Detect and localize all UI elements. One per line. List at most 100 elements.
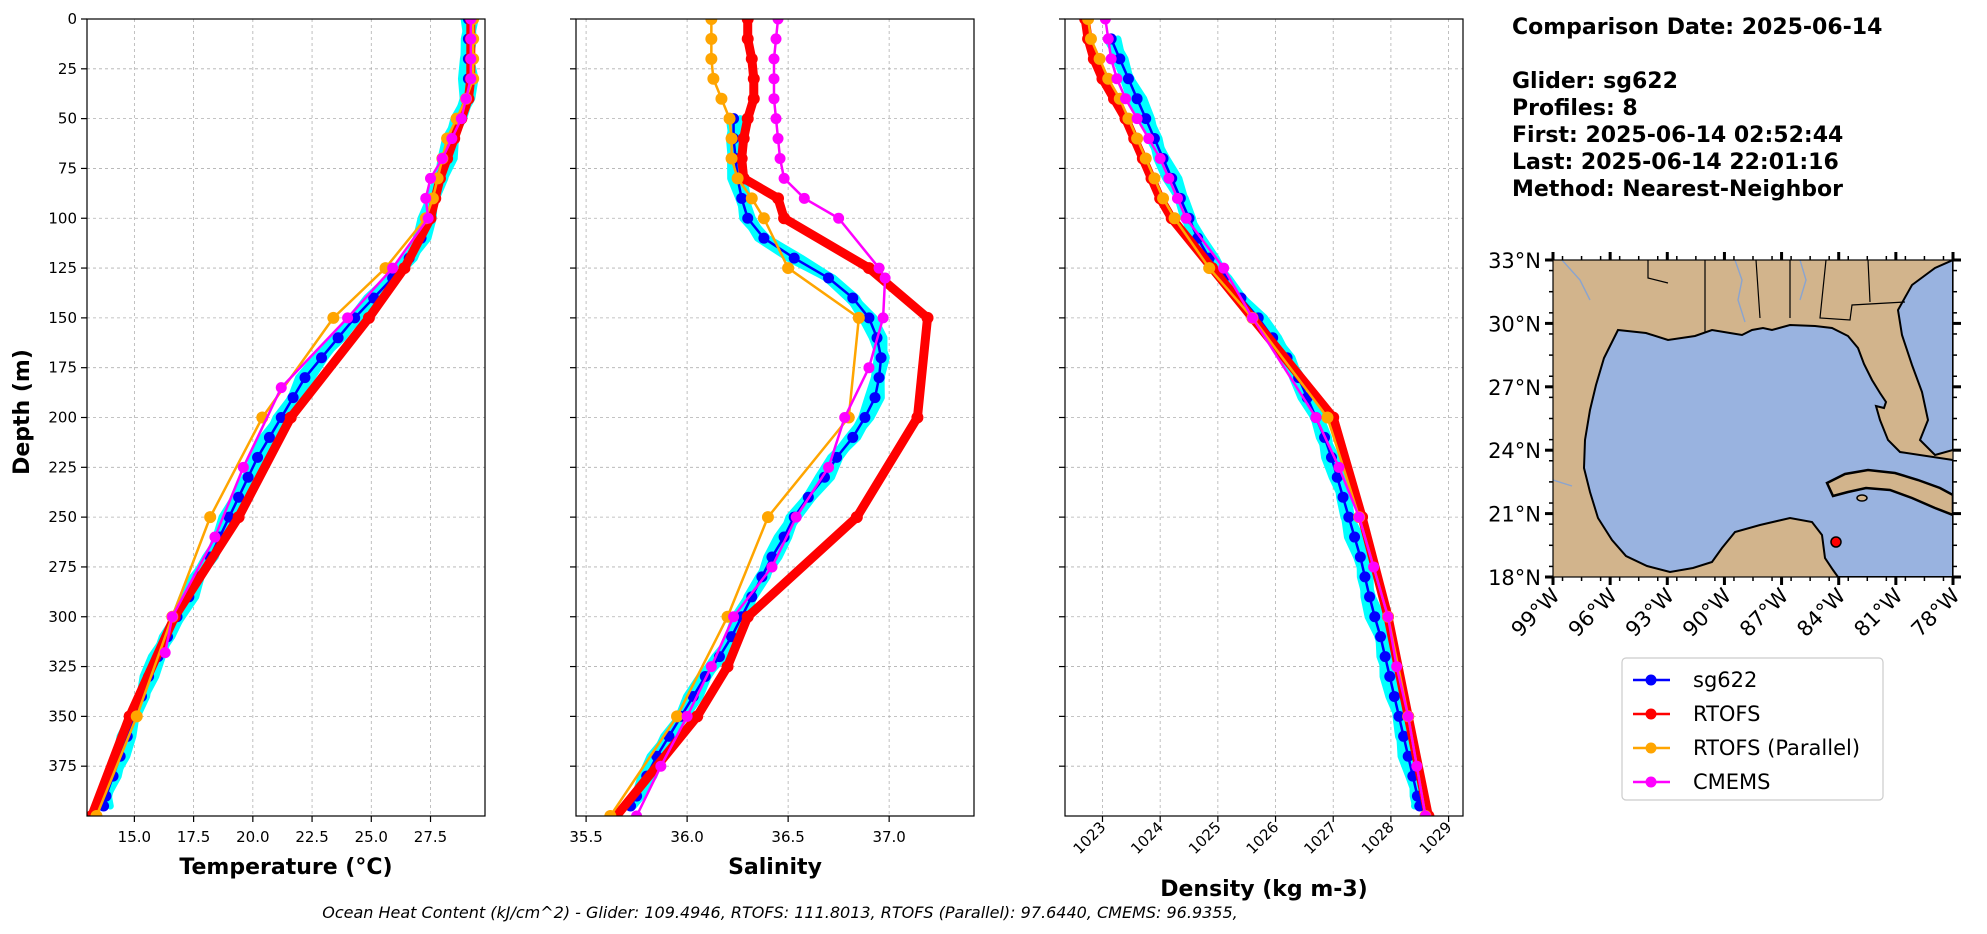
data-point (778, 212, 791, 225)
data-point (725, 132, 738, 145)
x-tick-label: 1023 (1070, 818, 1110, 858)
data-point (761, 511, 774, 524)
y-tick-label: 0 (67, 10, 77, 28)
x-tick-label: 25.0 (355, 828, 388, 846)
data-point (745, 52, 758, 65)
data-point (362, 311, 375, 324)
data-point (768, 93, 780, 105)
data-point (1102, 72, 1115, 85)
data-point (766, 561, 778, 573)
data-point (275, 382, 287, 394)
data-point (209, 531, 221, 543)
data-point (741, 19, 754, 25)
data-point (921, 311, 934, 324)
x-tick-label: 1028 (1358, 818, 1398, 858)
data-point (1382, 611, 1394, 623)
data-point (723, 112, 736, 125)
cuba (1825, 468, 1953, 517)
comparison-date: Comparison Date: 2025-06-14 (1512, 15, 1883, 40)
data-point (1393, 710, 1405, 722)
data-point (263, 431, 275, 443)
legend-marker (1645, 742, 1657, 754)
data-point (1114, 53, 1126, 65)
y-tick-label: 200 (48, 409, 77, 427)
data-point (705, 32, 718, 45)
data-point (782, 262, 795, 275)
data-point (455, 113, 467, 125)
x-tick-label: 36.0 (670, 828, 703, 846)
data-point (387, 262, 399, 274)
data-point (1168, 212, 1181, 225)
data-point (327, 311, 340, 324)
data-point (1331, 471, 1343, 483)
x-tick-label: 1027 (1300, 818, 1340, 858)
data-point (847, 431, 859, 443)
legend-label: sg622 (1693, 668, 1757, 692)
data-point (1084, 32, 1097, 45)
data-point (1154, 152, 1166, 164)
data-point (1131, 113, 1143, 125)
data-point (631, 810, 643, 816)
data-point (747, 72, 760, 85)
data-point (852, 311, 865, 324)
glider-name: Glider: sg622 (1512, 69, 1678, 94)
ocean-heat-content-footer: Ocean Heat Content (kJ/cm^2) - Glider: 1… (322, 903, 1238, 922)
data-point (1354, 551, 1366, 563)
data-point (1246, 312, 1258, 324)
data-point (747, 92, 760, 105)
data-point (1343, 511, 1355, 523)
data-point (770, 113, 782, 125)
y-tick-label: 350 (48, 707, 77, 725)
lon-tick-label: 90°W (1678, 583, 1736, 641)
data-point (465, 53, 477, 65)
salinity-panel: 35.5 36.0 36.5 37.0 Salinity (569, 18, 975, 880)
lat-tick-label: 21°N (1488, 503, 1541, 527)
legend-label: CMEMS (1693, 770, 1771, 794)
data-point (823, 272, 835, 284)
data-point (725, 152, 738, 165)
data-point (316, 352, 328, 364)
first-time: First: 2025-06-14 02:52:44 (1512, 123, 1844, 148)
y-tick-label: 75 (58, 159, 77, 177)
density-panel: 1023 1024 1025 1026 1027 1028 1029 Density (kg … (1059, 18, 1464, 902)
data-point (166, 611, 178, 623)
legend: sg622 RTOFS RTOFS (Parallel) CMEMS (1621, 657, 1884, 801)
data-point (768, 53, 780, 65)
data-point (1388, 690, 1400, 702)
data-point (1148, 172, 1161, 185)
data-point (705, 19, 718, 25)
data-point (721, 660, 734, 673)
data-point (1353, 511, 1365, 523)
data-point (252, 451, 264, 463)
data-point (774, 152, 786, 164)
data-point (741, 610, 754, 623)
data-point (1131, 132, 1144, 145)
y-tick-label: 275 (48, 558, 77, 576)
y-tick-label: 250 (48, 508, 77, 526)
data-point (1364, 591, 1376, 603)
data-point (655, 760, 667, 772)
data-point (1203, 262, 1216, 275)
lon-tick-label: 87°W (1735, 583, 1793, 641)
data-point (1122, 73, 1134, 85)
data-point (1384, 671, 1396, 683)
temperature-panel: 0 25 50 75 100 125 150 175 200 225 250 275 300 325 350… (48, 10, 486, 880)
data-point (1140, 113, 1152, 125)
x-tick-label: 1026 (1243, 818, 1283, 858)
method: Method: Nearest-Neighbor (1512, 177, 1843, 202)
data-point (232, 511, 245, 524)
lon-tick-label: 84°W (1792, 583, 1850, 641)
lat-tick-label: 18°N (1488, 566, 1541, 590)
data-point (332, 332, 344, 344)
data-point (1402, 750, 1414, 762)
data-point (758, 232, 770, 244)
data-point (159, 647, 171, 659)
data-point (1139, 152, 1152, 165)
lon-tick-label: 81°W (1849, 583, 1907, 641)
glider-profile-line (1103, 35, 1420, 810)
data-point (869, 392, 881, 404)
x-tick-label: 17.5 (177, 828, 210, 846)
data-point (839, 412, 851, 423)
isla-juventud (1856, 494, 1868, 502)
legend-marker (1645, 776, 1657, 788)
